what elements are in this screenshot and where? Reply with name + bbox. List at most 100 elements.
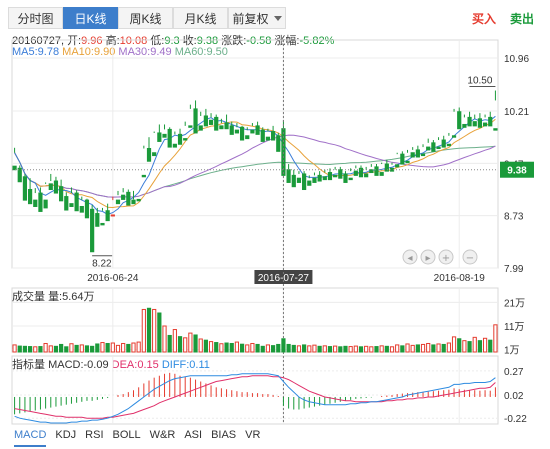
indicator-tab-rsi[interactable]: RSI: [85, 429, 104, 441]
volume-bar: [327, 346, 333, 353]
candle-body: [369, 169, 374, 174]
zoom-in-button[interactable]: +: [438, 249, 454, 265]
candle-body: [270, 131, 276, 141]
volume-bar: [59, 343, 64, 353]
tab-monthly-k[interactable]: 月K线: [173, 7, 228, 29]
volume-legend: 成交量 量:5.64万: [12, 288, 95, 304]
candle-body: [115, 199, 121, 205]
indicator-tab-vr[interactable]: VR: [245, 429, 261, 441]
volume-bar: [265, 344, 271, 353]
candle-body: [446, 143, 451, 147]
candle-body: [255, 125, 260, 135]
volume-bar: [255, 343, 260, 353]
candle-body: [420, 153, 426, 157]
nav-left-button[interactable]: ◂: [402, 249, 418, 265]
tab-daily-k[interactable]: 日K线: [63, 7, 118, 29]
indicator-tab-wr[interactable]: W&R: [149, 429, 176, 441]
volume-bar: [224, 342, 229, 353]
candle-body: [48, 183, 53, 191]
candle-body: [400, 153, 405, 165]
volume-bar: [312, 344, 317, 353]
indicator-tab-boll[interactable]: BOLL: [112, 429, 141, 441]
buy-button[interactable]: 买入: [472, 12, 497, 26]
volume-bar: [260, 345, 265, 353]
candle-body: [451, 135, 457, 138]
diff-value: DIFF:0.11: [161, 359, 210, 371]
candle-body: [64, 196, 69, 211]
minus-icon: −: [466, 253, 474, 264]
volume-tick-label: 11万: [504, 322, 524, 333]
ma10-line: [14, 118, 496, 209]
volume-bar: [193, 334, 198, 353]
candle-body: [343, 173, 348, 183]
candle-body: [167, 128, 172, 148]
volume-bar: [136, 341, 141, 353]
volume-bar: [162, 325, 167, 353]
candle-body: [379, 172, 384, 176]
candle-body: [162, 133, 167, 138]
candle-body: [265, 136, 271, 141]
volume-tick-label: 1万: [504, 346, 520, 357]
date-axis-label: 2016-08-19: [434, 273, 486, 284]
volume-bar: [48, 345, 53, 353]
volume-tick-label: 21万: [504, 298, 525, 309]
candle-body: [327, 172, 333, 181]
crosshair-date-label: 2016-07-27: [258, 273, 310, 284]
volume-bar: [322, 345, 327, 353]
volume-bar: [338, 346, 343, 353]
candle-body: [219, 125, 224, 130]
candle-body: [245, 135, 250, 140]
candle-body: [38, 192, 43, 212]
volume-bar: [22, 345, 28, 353]
volume-bar: [307, 345, 312, 353]
diff-line: [14, 373, 496, 424]
tab-weekly-k[interactable]: 周K线: [118, 7, 173, 29]
open-value: 9.96: [81, 35, 103, 47]
candle-body: [53, 180, 59, 194]
quote-info-line: 20160727, 开:9.96 高:10.08 低:9.3 收:9.38 涨跌…: [12, 32, 334, 48]
indicator-tab-macd[interactable]: MACD: [14, 429, 47, 441]
sell-button[interactable]: 卖出: [510, 12, 535, 26]
indicator-tab-kdj[interactable]: KDJ: [55, 429, 77, 441]
candle-body: [141, 174, 146, 178]
volume-bar: [415, 344, 420, 353]
ma30-line: [14, 134, 496, 198]
candle-body: [121, 194, 126, 200]
plus-icon: +: [442, 253, 450, 264]
candle-body: [260, 129, 265, 142]
volume-bar: [276, 343, 281, 353]
macd-value: MACD:-0.09: [48, 359, 109, 371]
volume-bar: [146, 307, 152, 353]
volume-title: 成交量: [12, 291, 45, 303]
min-annotation-label: 8.22: [92, 259, 112, 270]
volume-bar: [291, 344, 296, 353]
volume-bar: [84, 345, 90, 353]
candle-body: [208, 119, 214, 125]
indicator-tab-bias[interactable]: BIAS: [211, 429, 237, 441]
tab-intraday-label: 分时图: [17, 12, 54, 26]
date-axis-label: 2016-06-24: [87, 273, 139, 284]
nav-right-button[interactable]: ▸: [420, 249, 436, 265]
candle-body: [177, 133, 183, 145]
candle-body: [426, 146, 431, 151]
candle-body: [136, 198, 141, 202]
candle-body: [410, 152, 415, 158]
candle-body: [33, 199, 38, 207]
candle-body: [183, 138, 188, 141]
candle-body: [152, 152, 157, 157]
candle-body: [364, 173, 369, 178]
volume-panel-frame: [11, 287, 499, 353]
adjust-dropdown[interactable]: 前复权: [228, 7, 286, 29]
zoom-out-button[interactable]: −: [462, 249, 478, 265]
candle-body: [17, 167, 22, 183]
tab-intraday[interactable]: 分时图: [8, 7, 63, 29]
indicator-tab-asi[interactable]: ASI: [184, 429, 203, 441]
candle-body: [286, 169, 291, 183]
volume-bar: [343, 345, 348, 353]
volume-bar: [183, 337, 188, 353]
max-annotation-label: 10.50: [467, 76, 492, 87]
high-value: 10.08: [119, 35, 148, 47]
volume-bar: [281, 338, 286, 353]
candle-body: [105, 210, 110, 222]
nav-button-circle: [402, 249, 418, 265]
